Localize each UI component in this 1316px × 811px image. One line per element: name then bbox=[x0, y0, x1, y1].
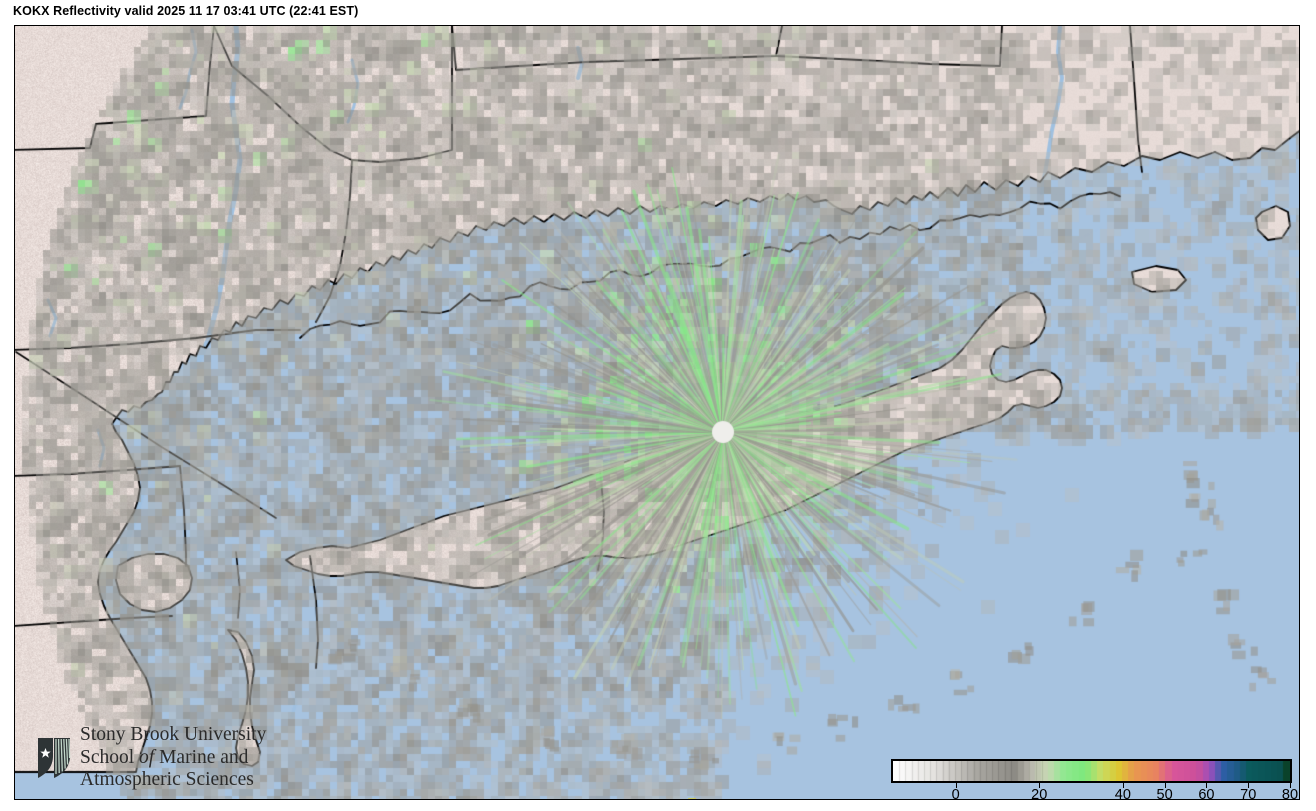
colorbar-gradient-frame bbox=[891, 759, 1292, 783]
colorbar-tick-label: 40 bbox=[1114, 787, 1131, 800]
colorbar-tick-label: 0 bbox=[951, 787, 960, 800]
colorbar-tick bbox=[1122, 783, 1124, 788]
colorbar-tick bbox=[1164, 783, 1166, 788]
colorbar-tick-label: 50 bbox=[1156, 787, 1173, 800]
colorbar-tick-label: 20 bbox=[1031, 787, 1048, 800]
colorbar-tick bbox=[1039, 783, 1041, 788]
colorbar-tick bbox=[1206, 783, 1208, 788]
colorbar-tick-label: 80 bbox=[1281, 787, 1299, 800]
page-title: KOKX Reflectivity valid 2025 11 17 03:41… bbox=[13, 4, 359, 18]
colorbar-tick-label: 60 bbox=[1198, 787, 1215, 800]
reflectivity-colorbar: 0 20 40 50 60 70 80 bbox=[877, 754, 1299, 800]
colorbar-tick bbox=[955, 783, 957, 788]
colorbar-gradient bbox=[893, 761, 1290, 781]
colorbar-tick bbox=[1290, 783, 1291, 788]
colorbar-tick bbox=[1248, 783, 1250, 788]
colorbar-tick-label: 70 bbox=[1240, 787, 1257, 800]
radar-map-frame: Stony Brook University School of Marine … bbox=[14, 25, 1300, 800]
colorbar-tick-axis: 0 20 40 50 60 70 80 bbox=[877, 783, 1299, 800]
radar-map-canvas bbox=[15, 26, 1299, 799]
